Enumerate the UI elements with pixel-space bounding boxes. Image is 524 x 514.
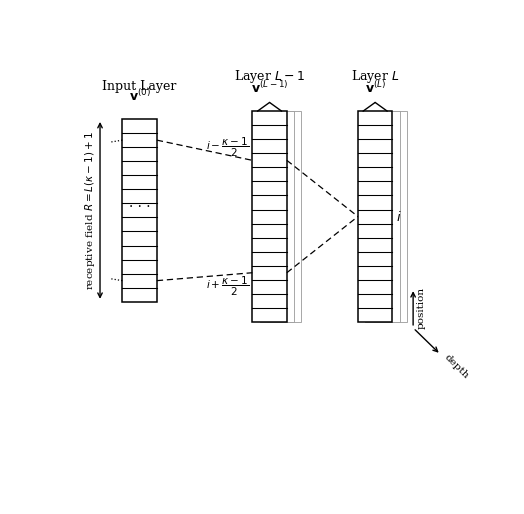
Bar [373, 111, 407, 322]
Bar [259, 111, 294, 322]
Text: . . .: . . . [129, 196, 150, 210]
Text: $i + \dfrac{\kappa-1}{2}$: $i + \dfrac{\kappa-1}{2}$ [206, 274, 249, 298]
Text: $i - \dfrac{\kappa-1}{2}$: $i - \dfrac{\kappa-1}{2}$ [206, 136, 249, 159]
Bar [365, 111, 400, 322]
Text: position: position [417, 287, 425, 329]
Text: Layer $L-1$: Layer $L-1$ [234, 68, 305, 85]
Text: depth: depth [443, 353, 471, 381]
Bar [267, 111, 301, 322]
Text: $\mathbf{v}^{(0)}$: $\mathbf{v}^{(0)}$ [128, 88, 150, 104]
Bar [358, 111, 392, 322]
Text: $\mathbf{v}^{(L-1)}$: $\mathbf{v}^{(L-1)}$ [251, 80, 288, 96]
Bar [253, 111, 287, 322]
Text: receptive field $R = L(\kappa - 1) + 1$: receptive field $R = L(\kappa - 1) + 1$ [83, 131, 97, 290]
Text: $i$: $i$ [397, 210, 402, 224]
Bar [123, 119, 157, 302]
Text: $\mathbf{v}^{(L)}$: $\mathbf{v}^{(L)}$ [365, 80, 386, 96]
Text: Layer $L$: Layer $L$ [351, 68, 399, 85]
Text: Input Layer: Input Layer [102, 80, 177, 94]
